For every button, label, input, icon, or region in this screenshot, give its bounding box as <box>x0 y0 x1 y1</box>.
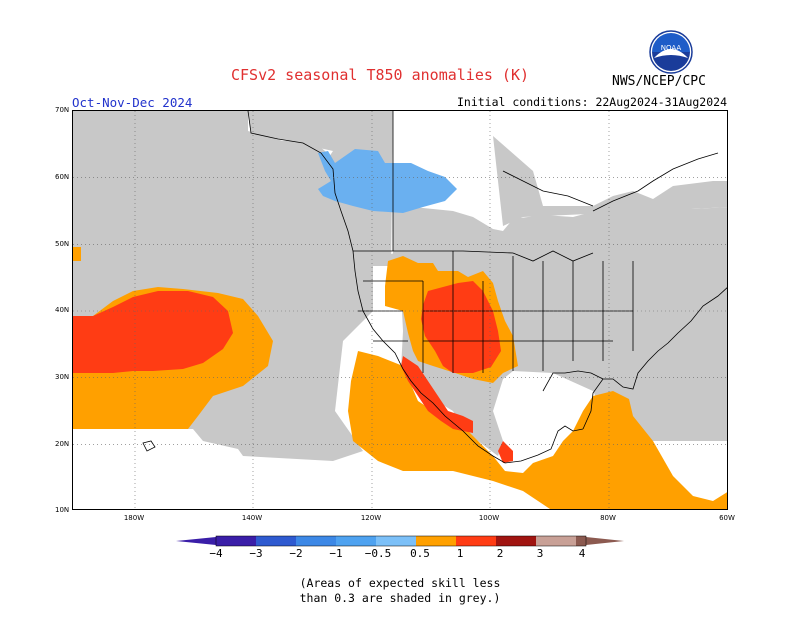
colorbar <box>176 535 624 547</box>
colorbar-swatch-9 <box>536 536 576 546</box>
colorbar-label-m05: −0.5 <box>364 547 392 560</box>
colorbar-label-3: 3 <box>536 547 544 560</box>
lon-label-80w: 80W <box>600 514 616 522</box>
forecast-period: Oct-Nov-Dec 2024 <box>72 95 193 110</box>
warm-anomaly-red <box>73 281 513 463</box>
colorbar-label-2: 2 <box>496 547 504 560</box>
cool-anomaly-canada <box>318 149 457 213</box>
colorbar-label-05: 0.5 <box>410 547 430 560</box>
logo-text: NOAA <box>661 44 682 52</box>
lat-label-50n: 50N <box>55 240 70 248</box>
graticule <box>73 111 727 509</box>
colorbar-arrow-max <box>586 537 624 545</box>
colorbar-swatch-3 <box>296 536 336 546</box>
lon-label-60w: 60W <box>719 514 735 522</box>
lon-label-120w: 120W <box>360 514 382 522</box>
lon-label-180w: 180W <box>123 514 145 522</box>
initial-conditions: Initial conditions: 22Aug2024-31Aug2024 <box>456 95 727 109</box>
colorbar-label-m3: −3 <box>249 547 263 560</box>
lat-label-70n: 70N <box>55 106 70 114</box>
colorbar-swatch-6 <box>416 536 456 546</box>
lat-label-20n: 20N <box>55 440 70 448</box>
lat-label-40n: 40N <box>55 306 70 314</box>
colorbar-swatch-8 <box>496 536 536 546</box>
colorbar-swatch-1 <box>216 536 256 546</box>
colorbar-swatch-2 <box>256 536 296 546</box>
colorbar-swatch-5 <box>376 536 416 546</box>
anomaly-map <box>72 110 728 510</box>
agency-label: NWS/NCEP/CPC <box>612 74 706 89</box>
colorbar-arrow-min <box>176 537 216 545</box>
colorbar-label-m2: −2 <box>289 547 303 560</box>
colorbar-swatch-4 <box>336 536 376 546</box>
map-canvas <box>73 111 727 509</box>
lon-label-100w: 100W <box>478 514 500 522</box>
colorbar-label-m1: −1 <box>329 547 343 560</box>
lat-label-10n: 10N <box>55 506 70 514</box>
map-title: CFSv2 seasonal T850 anomalies (K) <box>230 66 529 84</box>
colorbar-label-1: 1 <box>456 547 464 560</box>
skill-footnote-line1: (Areas of expected skill less <box>299 576 501 590</box>
colorbar-swatch-10 <box>576 536 586 546</box>
colorbar-swatch-7 <box>456 536 496 546</box>
colorbar-label-4: 4 <box>578 547 586 560</box>
lat-label-60n: 60N <box>55 173 70 181</box>
colorbar-label-m4: −4 <box>209 547 223 560</box>
lat-label-30n: 30N <box>55 373 70 381</box>
lon-label-140w: 140W <box>241 514 263 522</box>
noaa-logo: NOAA <box>649 30 693 74</box>
skill-footnote-line2: than 0.3 are shaded in grey.) <box>299 591 501 605</box>
